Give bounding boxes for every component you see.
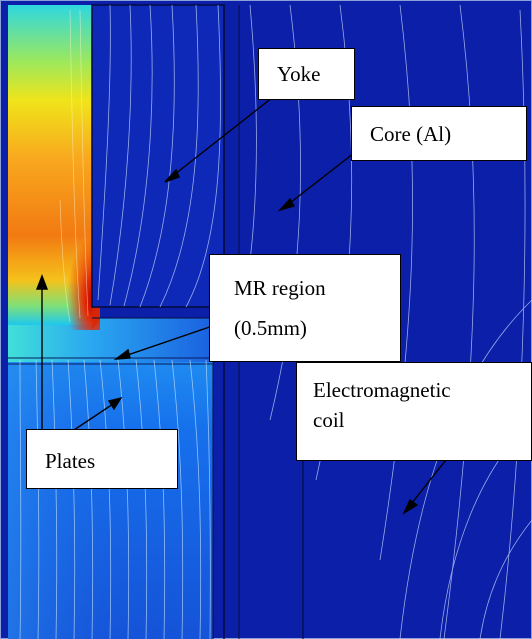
arrow-yoke	[169, 89, 283, 179]
plates-label-text: Plates	[45, 449, 96, 473]
coil-label-line2: coil	[313, 408, 345, 433]
core-label: Core (Al)	[351, 106, 527, 161]
yoke-region	[92, 5, 224, 307]
mr-region-label-text: MR region	[234, 276, 326, 300]
coil-label-line1: Electromagnetic	[313, 378, 451, 402]
yoke-label: Yoke	[258, 48, 355, 100]
plates-label: Plates	[26, 429, 178, 489]
coil-label: Electromagnetic coil	[296, 362, 532, 461]
arrow-plates-diag	[73, 401, 117, 431]
arrow-core	[285, 149, 359, 207]
core-label-text: Core (Al)	[370, 122, 452, 146]
yoke-label-text: Yoke	[277, 62, 321, 86]
mr-gap-label-text: (0.5mm)	[234, 315, 307, 340]
mr-region-label: MR region (0.5mm)	[209, 254, 401, 362]
arrow-icon	[35, 89, 469, 515]
